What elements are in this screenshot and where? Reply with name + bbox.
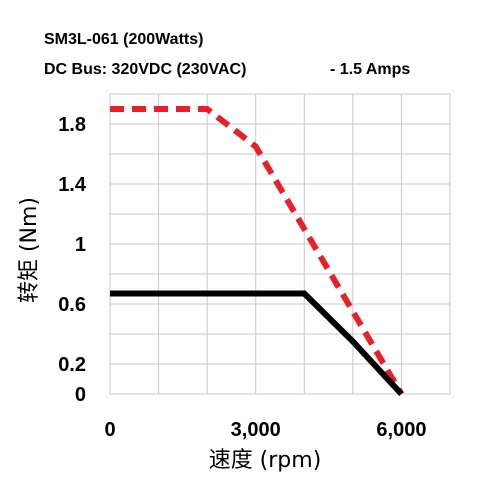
y-tick-label: 0.2 [58, 354, 86, 376]
x-tick-label: 3,000 [231, 419, 281, 441]
y-tick-label: 0.6 [58, 294, 86, 316]
chart-title: SM3L-061 (200Watts) [44, 31, 204, 48]
y-tick-label: 1.8 [58, 114, 86, 136]
chart-subtitle-current: - 1.5 Amps [330, 61, 411, 78]
grid-lines [109, 93, 451, 395]
x-tick-label: 0 [104, 419, 115, 441]
y-tick-label: 0 [75, 384, 86, 406]
y-axis-tick-labels: 0 0.2 0.6 1 1.4 1.8 [58, 114, 87, 406]
x-axis-tick-labels: 0 3,000 6,000 [104, 419, 426, 441]
continuous-torque-line [110, 290, 404, 397]
x-axis-label: 速度 (rpm) [209, 448, 322, 473]
peak-torque-line [110, 106, 405, 396]
y-axis-label: 转矩 (Nm) [17, 197, 42, 303]
series-group [110, 106, 405, 397]
y-tick-label: 1.4 [58, 174, 87, 196]
chart-subtitle-bus: DC Bus: 320VDC (230VAC) [44, 61, 247, 78]
x-tick-label: 6,000 [376, 419, 426, 441]
y-tick-label: 1 [75, 234, 86, 256]
